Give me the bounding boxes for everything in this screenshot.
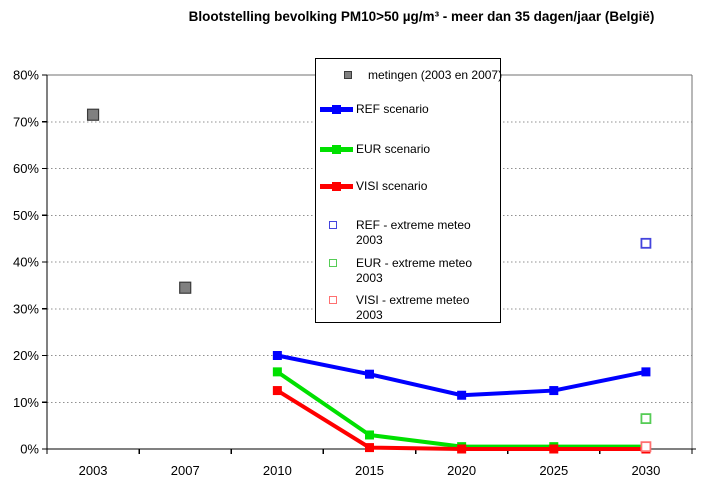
x-axis-label-2003: 2003	[79, 463, 108, 478]
x-axis-label-2010: 2010	[263, 463, 292, 478]
line-marker-icon	[332, 181, 341, 191]
measurement-marker-icon	[344, 71, 352, 79]
data-point-visi-scenario	[272, 386, 282, 396]
line-swatch-icon	[320, 144, 353, 154]
legend-item-ref-scenario: REF scenario	[316, 98, 500, 132]
data-point-ref-scenario	[641, 367, 651, 377]
y-axis-label-0%: 0%	[20, 442, 39, 457]
line-marker-icon	[332, 144, 341, 154]
open-square-marker-icon	[329, 259, 337, 267]
y-axis-label-80%: 80%	[13, 68, 39, 83]
line-marker-icon	[332, 104, 341, 114]
legend-label: REF - extreme meteo 2003	[356, 217, 471, 247]
legend-item-metingen-2003-en-2007-: metingen (2003 en 2007)	[316, 64, 502, 98]
data-point-ref-extreme-meteo-2003	[640, 237, 652, 249]
data-point-metingen-2003-en-2007-	[86, 108, 100, 121]
y-axis-label-70%: 70%	[13, 114, 39, 129]
y-axis-label-40%: 40%	[13, 255, 39, 270]
legend-label: VISI scenario	[356, 178, 428, 193]
legend-item-visi-extreme-meteo-2003: VISI - extreme meteo 2003	[316, 289, 500, 323]
legend-label: EUR - extreme meteo 2003	[356, 255, 473, 285]
y-axis-label-20%: 20%	[13, 348, 39, 363]
data-point-visi-extreme-meteo-2003	[640, 441, 652, 453]
data-point-eur-scenario	[365, 430, 374, 440]
x-axis-label-2015: 2015	[355, 463, 384, 478]
x-axis-label-2025: 2025	[539, 463, 568, 478]
legend-item-eur-scenario: EUR scenario	[316, 138, 500, 172]
legend-label: VISI - extreme meteo 2003	[356, 292, 470, 322]
legend: metingen (2003 en 2007) REF scenario EUR s…	[315, 58, 502, 323]
line-swatch-icon	[320, 104, 353, 114]
x-axis-label-2030: 2030	[631, 463, 660, 478]
line-swatch-icon	[320, 181, 353, 191]
data-point-ref-scenario	[457, 390, 467, 400]
y-axis-label-10%: 10%	[13, 395, 39, 410]
legend-label: EUR scenario	[356, 141, 431, 156]
data-point-visi-scenario	[365, 443, 374, 453]
data-point-eur-scenario	[272, 367, 282, 377]
open-square-marker-icon	[329, 221, 337, 229]
legend-label: metingen (2003 en 2007)	[368, 67, 503, 82]
legend-item-visi-scenario: VISI scenario	[316, 175, 500, 209]
legend-item-ref-extreme-meteo-2003: REF - extreme meteo 2003	[316, 214, 500, 248]
data-point-ref-scenario	[549, 386, 559, 396]
data-point-ref-scenario	[365, 369, 374, 379]
x-axis-label-2020: 2020	[447, 463, 476, 478]
y-axis-label-60%: 60%	[13, 161, 39, 176]
legend-item-eur-extreme-meteo-2003: EUR - extreme meteo 2003	[316, 252, 500, 286]
data-point-visi-scenario	[457, 444, 467, 454]
data-point-ref-scenario	[272, 351, 282, 360]
legend-label: REF scenario	[356, 101, 429, 116]
chart-title: Blootstelling bevolking PM10>50 µg/m³ - …	[188, 9, 655, 24]
data-point-metingen-2003-en-2007-	[179, 281, 192, 294]
y-axis-label-30%: 30%	[13, 301, 39, 316]
data-point-visi-scenario	[549, 444, 559, 454]
x-axis-label-2007: 2007	[171, 463, 200, 478]
y-axis-label-50%: 50%	[13, 208, 39, 223]
open-square-marker-icon	[329, 296, 337, 304]
data-point-eur-extreme-meteo-2003	[640, 413, 652, 425]
